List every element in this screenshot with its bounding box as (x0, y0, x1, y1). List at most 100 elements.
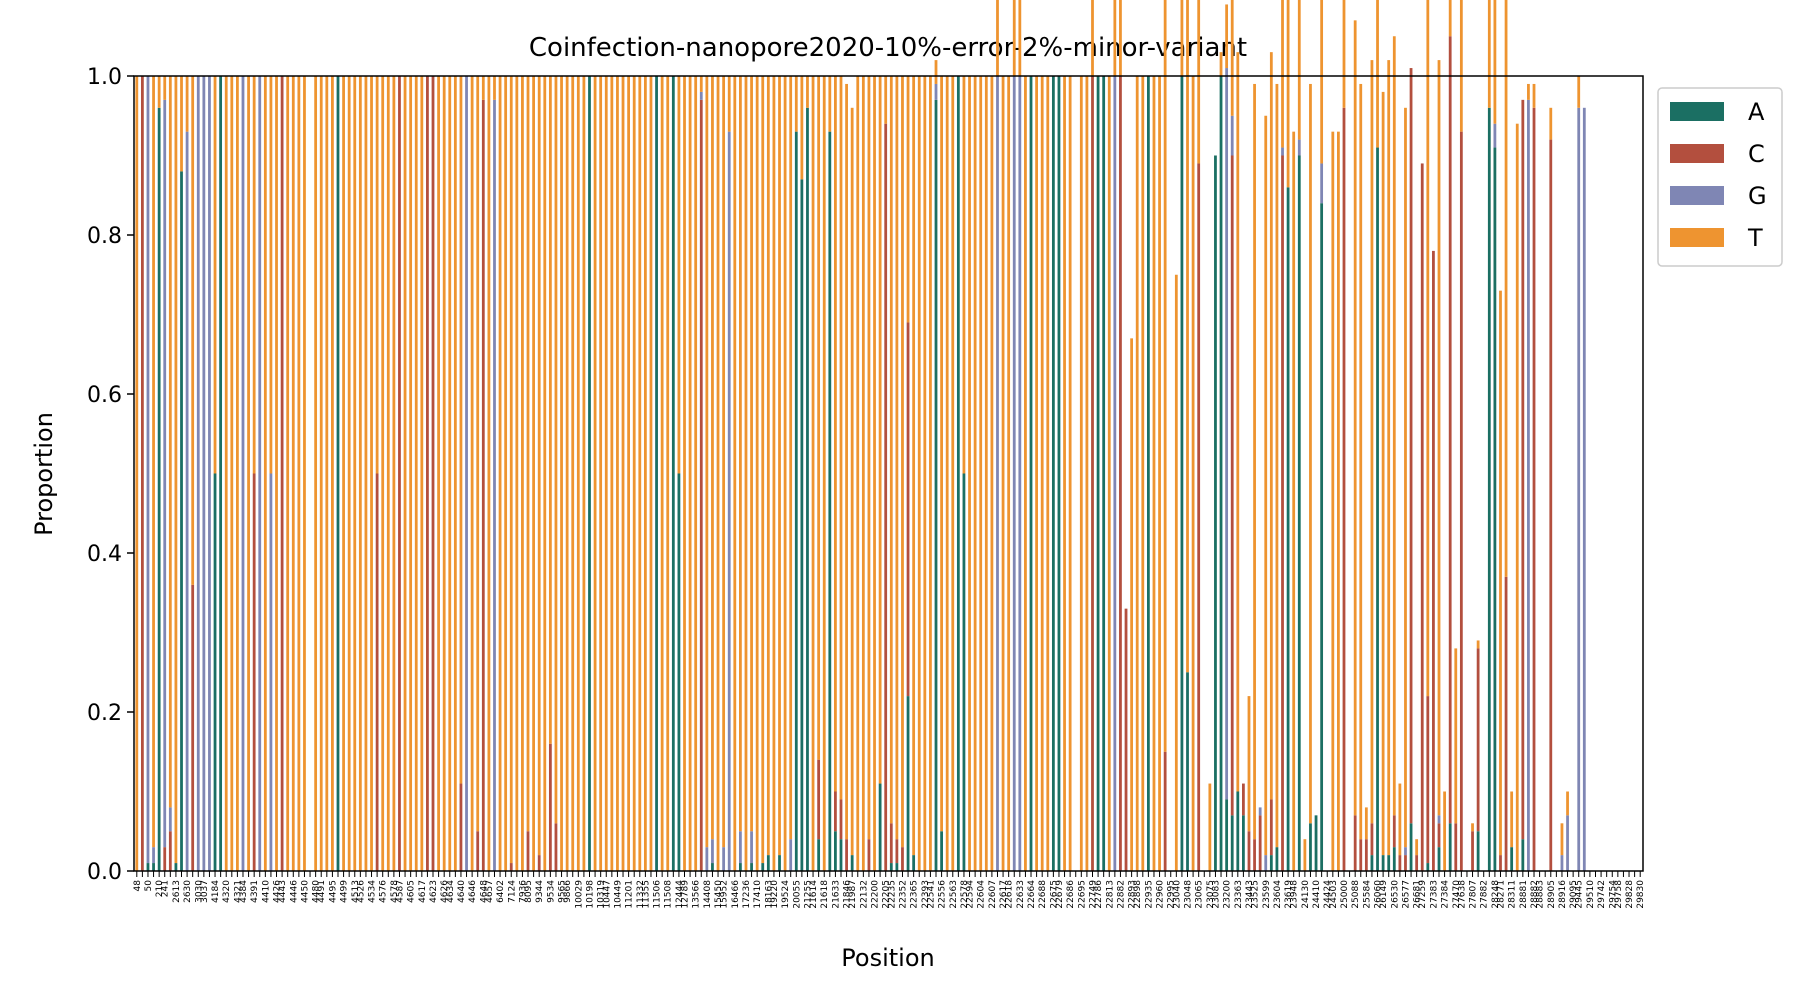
x-tick-label: 27259 (1418, 880, 1428, 909)
bar-segment-T-876 (571, 76, 575, 871)
bar-segment-T-790 (498, 76, 502, 871)
bar-segment-T-1334 (1230, 0, 1234, 116)
x-tick-label: 10319 (597, 880, 607, 909)
bar-segment-G-1005 (722, 847, 726, 871)
x-tick-label: 27384 (1441, 880, 1451, 909)
x-tick-label: 9565 (558, 880, 568, 903)
x-tick-label: 22898 (1133, 880, 1143, 909)
bar-segment-G-1373 (1297, 139, 1301, 156)
bar-segment-C-1449 (1432, 250, 1435, 871)
bar-segment-C-1433 (1404, 855, 1407, 871)
x-tick-label: 22132 (859, 880, 869, 909)
x-tick-label: 19524 (781, 880, 791, 909)
bar-segment-T-793 (504, 76, 508, 871)
bar-segment-T-1500 (1527, 83, 1530, 100)
bar-segment-T-1308 (1186, 0, 1189, 673)
bar-segment-C-714 (459, 783, 463, 871)
bar-segment-T-1337 (1236, 52, 1240, 792)
bar-segment-A-970 (677, 473, 681, 871)
bar-segment-G-1014 (739, 831, 742, 864)
bar-segment-C-1295 (1163, 751, 1167, 871)
bar-segment-A-1473 (1476, 831, 1480, 871)
bar-segment-T-1220 (1040, 76, 1044, 871)
bar-segment-C-1112 (867, 839, 871, 871)
bar-segment-G-716 (465, 76, 468, 871)
bar-segment-A-1286 (1146, 76, 1150, 871)
bar-segment-T-522 (275, 76, 278, 871)
x-tick-label: 25088 (1351, 880, 1361, 909)
bar-segment-T-1047 (783, 76, 787, 871)
x-tick-label: 11508 (664, 880, 674, 909)
x-tick-label: 19220 (770, 880, 780, 909)
bar-segment-T-1396 (1337, 131, 1340, 871)
bar-segment-T-1373 (1297, 0, 1301, 140)
x-tick-label: 241 (161, 880, 171, 897)
x-tick-label: 4426 (273, 880, 283, 903)
bar-segment-T-1380 (1309, 83, 1312, 824)
bar-segment-T-1301 (1174, 274, 1178, 871)
chart-title: Coinfection-nanopore2020-10%-error-2%-mi… (529, 33, 1247, 63)
x-tick-label: 4648 (479, 880, 489, 903)
bar-segment-T-1282 (1141, 76, 1145, 871)
bar-segment-T-1238 (1068, 76, 1072, 871)
bar-segment-A-1420 (1381, 855, 1385, 871)
bar-segment-T-1144 (912, 76, 916, 856)
bar-segment-T-640 (386, 76, 390, 871)
x-tick-label: 22563 (949, 880, 959, 909)
bar-segment-A-1373 (1297, 155, 1301, 871)
bar-segment-T-628 (370, 76, 373, 871)
bar-segment-T-1250 (1091, 0, 1094, 76)
bar-segment-A-968 (671, 76, 675, 871)
bar-segment-T-605 (342, 76, 345, 871)
y-axis-label: Proportion (30, 412, 58, 536)
bar-segment-A-445 (219, 76, 223, 871)
bar-segment-T-935 (627, 76, 631, 871)
bar-segment-T-1446 (1426, 0, 1430, 697)
bar-segment-G-420 (202, 76, 206, 871)
bar-segment-T-588 (331, 76, 334, 871)
bar-segment-A-603 (336, 76, 340, 871)
bar-segment-C-1405 (1353, 815, 1357, 871)
bar-segment-A-1044 (778, 855, 781, 871)
bar-segment-T-450 (224, 76, 228, 871)
bar-segment-C-1346 (1253, 839, 1256, 871)
bar-segment-T-1327 (1219, 52, 1223, 76)
x-tick-label: 11355 (641, 880, 651, 909)
bar-segment-A-1479 (1487, 107, 1491, 872)
x-tick-label: 29754 (1608, 880, 1618, 909)
x-tick-label: 22205 (882, 880, 892, 909)
bar-segment-T-1494 (1515, 123, 1519, 871)
bar-segment-A-1334 (1230, 815, 1234, 871)
bar-segment-T-625 (364, 76, 368, 871)
x-tick-label: 4657 (485, 880, 495, 903)
bar-segment-T-1040 (772, 76, 776, 871)
bar-segment-T-901 (593, 76, 597, 871)
bar-segment-A-896 (588, 76, 591, 871)
bar-segment-T-1473 (1476, 640, 1480, 649)
bar-segment-C-418 (191, 584, 195, 871)
bar-segment-T-1440 (1415, 839, 1419, 856)
bar-segment-T-1173 (962, 76, 966, 474)
x-tick-label: 26149 (1379, 880, 1389, 909)
bar-segment-A-1337 (1236, 791, 1240, 871)
bar-segment-T-1464 (1459, 0, 1463, 132)
bar-segment-T-907 (599, 76, 603, 871)
bar-segment-C-1340 (1242, 783, 1245, 816)
bar-segment-G-1530 (1582, 107, 1586, 872)
y-axis: 0.0 0.2 0.4 0.6 0.8 1.0 (87, 65, 134, 885)
bar-segment-C-633 (375, 473, 379, 871)
bar-segment-T-1461 (1454, 648, 1458, 824)
bar-segment-A-1144 (912, 855, 916, 871)
bar-segment-T-690 (437, 76, 440, 871)
x-tick-label: 4491 (317, 880, 327, 903)
x-tick-label: 4576 (379, 880, 389, 903)
bar-segment-T-241 (152, 76, 155, 848)
x-tick-label: 16466 (731, 880, 741, 909)
x-tick-label: 26060 (1374, 880, 1384, 909)
bar-segment-T-663 (409, 76, 413, 871)
bar-segment-G-270 (163, 99, 167, 848)
bar-segment-T-1029 (755, 76, 759, 871)
bar-segment-A-1071 (817, 839, 821, 871)
x-tick-label: 22541 (926, 880, 936, 909)
